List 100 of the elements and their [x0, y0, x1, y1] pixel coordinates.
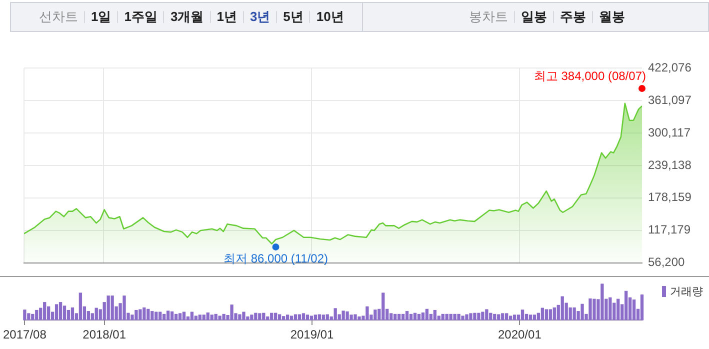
bar: [580, 304, 584, 320]
bar: [397, 314, 401, 320]
bar: [469, 313, 472, 320]
bar: [322, 314, 325, 320]
text: 5년: [276, 9, 310, 24]
bar: [298, 314, 302, 320]
bar: [27, 313, 30, 320]
bar: [640, 294, 644, 320]
bar: [278, 314, 282, 320]
bar: [354, 314, 357, 320]
bar: [174, 314, 178, 320]
bar: [481, 312, 484, 320]
bar: [146, 308, 150, 320]
bar: [70, 307, 74, 320]
bar: [258, 313, 262, 320]
bar: [465, 314, 468, 320]
bar: [43, 302, 46, 320]
bar: [568, 307, 572, 320]
x-tick-label: 2019/01: [290, 328, 334, 342]
bar: [560, 296, 564, 320]
bar: [548, 309, 552, 320]
bar: [274, 312, 278, 320]
bar: [457, 314, 460, 320]
bar: [254, 312, 258, 320]
bar: [242, 312, 246, 320]
bar: [246, 316, 250, 320]
bar: [142, 307, 146, 320]
bar: [166, 310, 170, 320]
bar: [282, 316, 286, 320]
y-tick-label: 117,179: [648, 222, 691, 237]
bar: [314, 314, 318, 320]
bar: [485, 309, 488, 320]
bar: [346, 311, 349, 320]
bar: [306, 314, 310, 320]
bar: [198, 314, 202, 320]
bar: [94, 308, 98, 320]
bar: [592, 298, 596, 320]
bar: [588, 298, 592, 320]
bar: [294, 314, 298, 320]
bar: [433, 310, 436, 320]
bar: [401, 314, 405, 320]
y-tick-label: 361,097: [648, 92, 692, 107]
bar: [445, 314, 448, 320]
x-tick-label: 2017/08: [2, 328, 47, 342]
y-tick-label: 56,200: [648, 255, 686, 270]
bar: [453, 314, 456, 320]
text: 10년: [309, 9, 350, 24]
bar: [31, 314, 34, 320]
bar: [150, 311, 154, 320]
bar: [230, 304, 234, 320]
bar: [540, 308, 544, 320]
bar: [374, 310, 377, 320]
annotation: 최저 86,000 (11/02): [224, 251, 328, 266]
bar: [417, 314, 421, 320]
bar: [58, 302, 62, 320]
bar: [600, 284, 604, 320]
bar: [54, 304, 58, 320]
bar: [326, 314, 329, 320]
text: 1일: [84, 9, 118, 24]
bar: [290, 316, 294, 320]
bar: [122, 296, 126, 320]
bar: [182, 312, 186, 320]
bar: [473, 312, 476, 320]
bar: [350, 314, 353, 320]
x-tick-label: 2018/01: [82, 328, 126, 342]
text: 3년: [242, 9, 276, 24]
text: 주봉: [553, 9, 592, 24]
y-tick-label: 239,138: [648, 158, 692, 172]
bar: [461, 316, 464, 320]
bar: [206, 312, 210, 320]
text: 1주일: [117, 9, 164, 24]
text: 월봉: [592, 9, 631, 24]
text: 1년: [210, 9, 243, 24]
annotation: 최고 384,000 (08/07): [534, 68, 646, 83]
bar: [218, 316, 222, 320]
bar: [286, 314, 290, 320]
bar: [390, 313, 393, 320]
bar: [421, 312, 425, 320]
bar: [441, 314, 444, 320]
bar: [382, 292, 385, 320]
bar: [318, 314, 321, 320]
bar: [632, 300, 636, 320]
bar: [214, 314, 218, 320]
bar: [23, 310, 26, 320]
bar: [310, 316, 314, 320]
bar: [528, 314, 532, 320]
bar: [501, 313, 504, 320]
bar: [134, 310, 138, 320]
bar: [78, 292, 82, 320]
bar: [425, 308, 429, 320]
bar: [493, 314, 496, 320]
bar: [270, 312, 274, 320]
bar: [210, 314, 214, 320]
bar: [302, 313, 306, 320]
bar: [222, 314, 226, 320]
bar: [524, 314, 528, 320]
bar: [202, 314, 206, 320]
bar: [409, 314, 413, 320]
bar: [366, 306, 369, 320]
text: 봉차트: [468, 9, 509, 24]
